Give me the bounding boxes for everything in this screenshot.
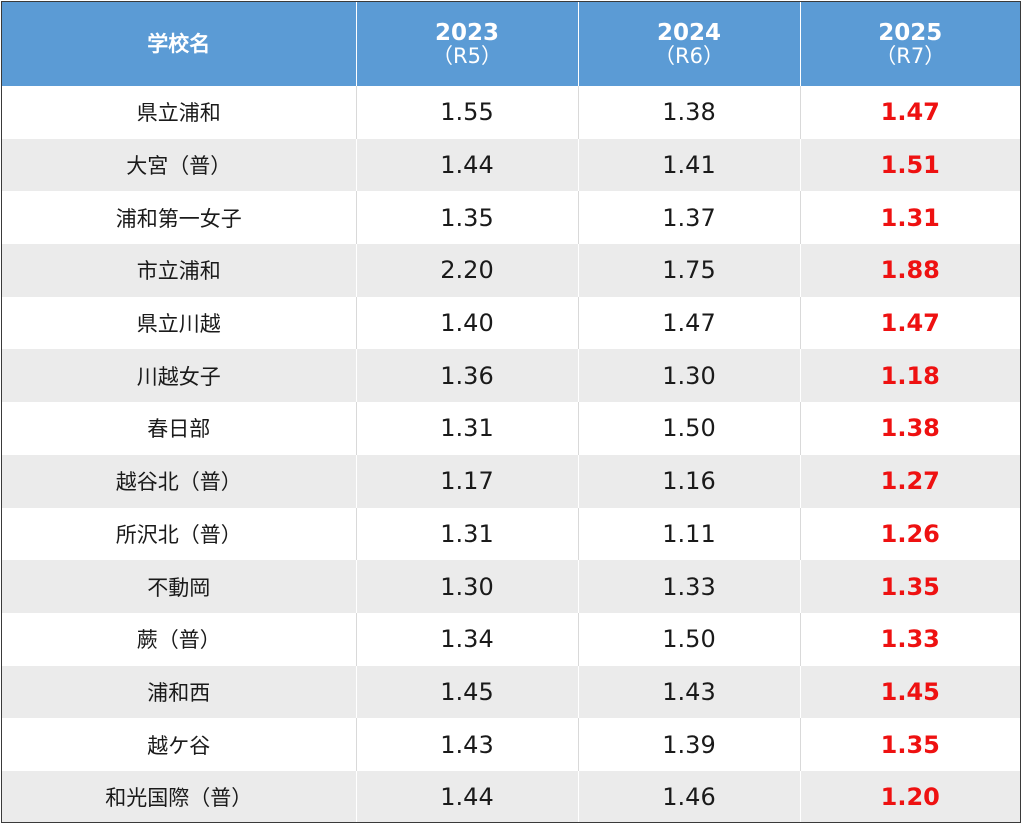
ratio-2025-cell: 1.88 [799,244,1020,297]
ratio-2025-cell: 1.47 [799,296,1020,350]
school-name-cell: 市立浦和 [2,244,356,297]
table-row: 浦和西 1.45 1.43 1.45 [2,665,1020,719]
ratio-2023-cell: 1.44 [355,138,578,192]
ratio-2025-cell: 1.35 [799,560,1020,613]
ratio-2024-cell: 1.47 [577,296,800,350]
ratio-2023-cell: 2.20 [355,244,578,297]
ratio-2024-cell: 1.11 [577,507,800,561]
school-name-cell: 浦和第一女子 [2,191,356,245]
ratio-2023-cell: 1.17 [355,454,578,508]
ratio-2024-cell: 1.16 [577,454,800,508]
table-row: 和光国際（普） 1.44 1.46 1.20 [2,770,1020,822]
ratio-2025-cell: 1.27 [799,454,1020,508]
ratio-2025-cell: 1.35 [799,718,1020,771]
ratio-2025-cell: 1.20 [799,770,1020,822]
school-name-cell: 所沢北（普） [2,507,356,561]
school-name-cell: 越ケ谷 [2,718,356,771]
school-name-cell: 不動岡 [2,560,356,613]
ratio-2023-cell: 1.40 [355,296,578,350]
table-row: 大宮（普） 1.44 1.41 1.51 [2,138,1020,192]
ratio-2025-cell: 1.38 [799,402,1020,455]
header-school-name: 学校名 [2,2,356,86]
ratio-2024-cell: 1.39 [577,718,800,771]
table-row: 県立川越 1.40 1.47 1.47 [2,296,1020,350]
school-name-cell: 蕨（普） [2,612,356,666]
ratio-2023-cell: 1.55 [355,86,578,139]
ratio-2023-cell: 1.31 [355,402,578,455]
ratio-2023-cell: 1.43 [355,718,578,771]
header-year: 2025 [878,19,943,46]
ratio-2023-cell: 1.44 [355,770,578,822]
table-body: 県立浦和 1.55 1.38 1.47 大宮（普） 1.44 1.41 1.51 浦和第一女子 1… [2,86,1020,822]
header-era: （R6） [654,44,724,69]
ratio-2024-cell: 1.50 [577,402,800,455]
table-row: 県立浦和 1.55 1.38 1.47 [2,86,1020,139]
header-year-2024: 2024 （R6） [577,2,800,86]
school-name-cell: 春日部 [2,402,356,455]
ratio-2024-cell: 1.43 [577,665,800,719]
header-year: 2024 [656,19,721,46]
header-year: 2023 [434,19,499,46]
table-row: 越谷北（普） 1.17 1.16 1.27 [2,454,1020,508]
header-year-2025: 2025 （R7） [799,2,1020,86]
header-year-2023: 2023 （R5） [355,2,578,86]
ratio-2025-cell: 1.51 [799,138,1020,192]
table-row: 春日部 1.31 1.50 1.38 [2,402,1020,455]
table-row: 所沢北（普） 1.31 1.11 1.26 [2,507,1020,561]
ratio-2024-cell: 1.30 [577,349,800,403]
school-name-cell: 大宮（普） [2,138,356,192]
ratio-2025-cell: 1.33 [799,612,1020,666]
table-row: 越ケ谷 1.43 1.39 1.35 [2,718,1020,771]
ratio-2024-cell: 1.50 [577,612,800,666]
ratio-2025-cell: 1.18 [799,349,1020,403]
school-name-cell: 越谷北（普） [2,454,356,508]
ratio-2023-cell: 1.36 [355,349,578,403]
ratio-2025-cell: 1.31 [799,191,1020,245]
ratio-2024-cell: 1.38 [577,86,800,139]
table-row: 蕨（普） 1.34 1.50 1.33 [2,612,1020,666]
table-row: 浦和第一女子 1.35 1.37 1.31 [2,191,1020,245]
table-header-row: 学校名 2023 （R5） 2024 （R6） 2025 （R7） [2,2,1020,86]
ratio-2024-cell: 1.33 [577,560,800,613]
header-era: （R7） [875,44,946,69]
ratio-2024-cell: 1.46 [577,770,800,822]
school-name-cell: 県立浦和 [2,86,356,139]
ratio-2023-cell: 1.45 [355,665,578,719]
ratio-2024-cell: 1.41 [577,138,800,192]
header-era: （R5） [432,44,502,69]
ratio-2025-cell: 1.45 [799,665,1020,719]
ratio-2025-cell: 1.47 [799,86,1020,139]
school-name-cell: 浦和西 [2,665,356,719]
school-name-cell: 和光国際（普） [2,770,356,822]
table-row: 不動岡 1.30 1.33 1.35 [2,560,1020,613]
ratio-2023-cell: 1.31 [355,507,578,561]
ratio-2023-cell: 1.34 [355,612,578,666]
table-row: 川越女子 1.36 1.30 1.18 [2,349,1020,403]
school-name-cell: 川越女子 [2,349,356,403]
table-row: 市立浦和 2.20 1.75 1.88 [2,244,1020,297]
ratio-2025-cell: 1.26 [799,507,1020,561]
ratio-2024-cell: 1.75 [577,244,800,297]
ratio-2023-cell: 1.35 [355,191,578,245]
ratio-2023-cell: 1.30 [355,560,578,613]
school-name-cell: 県立川越 [2,296,356,350]
ratio-2024-cell: 1.37 [577,191,800,245]
